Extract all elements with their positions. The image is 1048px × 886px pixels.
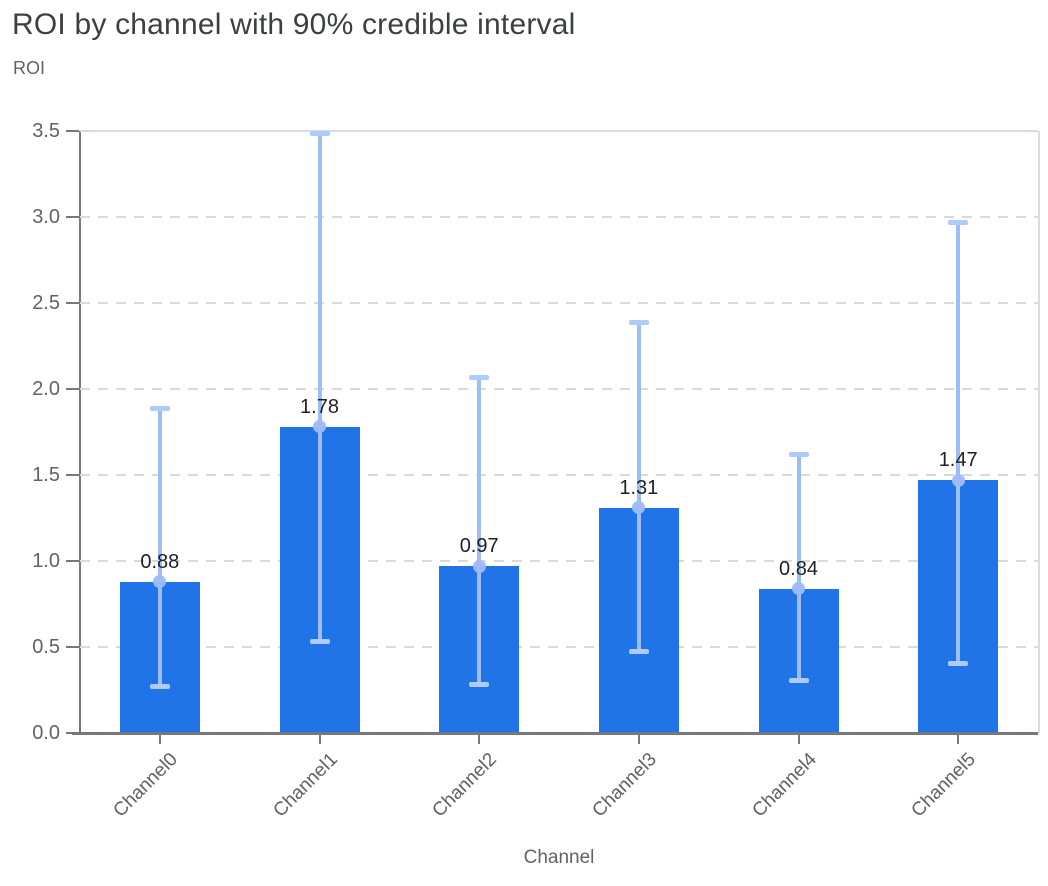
y-tick-label-0.5: 0.5: [32, 636, 60, 658]
value-label-Channel1: 1.78: [300, 395, 339, 418]
x-tick-label-Channel2: Channel2: [428, 749, 502, 822]
error-bar-cap-upper-Channel5: [948, 220, 969, 226]
error-bar-Channel0: [157, 407, 162, 687]
x-tick-mark-Channel5: [957, 735, 960, 744]
y-axis-line: [79, 131, 81, 733]
x-tick-mark-Channel4: [797, 735, 800, 744]
y-tick-label-2.5: 2.5: [32, 292, 60, 314]
gridline-3.5: [80, 130, 1038, 132]
x-tick-mark-Channel0: [158, 735, 161, 744]
chart-title: ROI by channel with 90% credible interva…: [12, 8, 576, 41]
error-bar-cap-upper-Channel2: [469, 374, 490, 380]
y-tick-mark-2.5: [66, 302, 79, 304]
value-label-Channel0: 0.88: [140, 550, 180, 573]
error-bar-cap-upper-Channel3: [628, 319, 649, 325]
error-bar-Channel5: [956, 222, 961, 665]
error-bar-cap-lower-Channel2: [469, 681, 490, 687]
y-tick-label-1.0: 1.0: [32, 550, 60, 572]
mean-dot-Channel1: [313, 420, 326, 434]
plot-area: 0.88 1.78 0.97 1.31 0.84 1.47: [80, 130, 1040, 733]
y-tick-label-0.0: 0.0: [32, 722, 60, 744]
value-label-Channel2: 0.97: [459, 535, 499, 558]
x-tick-mark-Channel1: [318, 735, 321, 744]
x-axis-line: [72, 732, 1038, 735]
y-tick-mark-0.0: [66, 732, 79, 734]
y-tick-label-1.5: 1.5: [32, 464, 60, 486]
y-axis-title: ROI: [13, 58, 46, 78]
gridline-1.5: [80, 474, 1038, 476]
error-bar-Channel3: [636, 321, 641, 653]
error-bar-cap-lower-Channel5: [948, 661, 969, 667]
y-tick-label-3.0: 3.0: [32, 206, 60, 228]
mean-dot-Channel4: [792, 582, 805, 596]
y-tick-mark-3.0: [66, 216, 79, 218]
y-tick-mark-1.5: [66, 474, 79, 476]
value-label-Channel4: 0.84: [779, 557, 818, 580]
y-tick-mark-2.0: [66, 388, 79, 390]
mean-dot-Channel3: [632, 501, 646, 515]
mean-dot-Channel0: [153, 575, 167, 589]
error-bar-Channel2: [477, 376, 482, 685]
x-tick-label-Channel0: Channel0: [109, 749, 182, 822]
error-bar-Channel1: [317, 132, 322, 642]
y-tick-mark-3.5: [66, 130, 79, 132]
x-tick-mark-Channel2: [478, 735, 481, 744]
x-tick-mark-Channel3: [637, 735, 640, 744]
error-bar-cap-upper-Channel1: [309, 130, 330, 136]
value-label-Channel5: 1.47: [938, 449, 978, 472]
x-tick-label-Channel1: Channel1: [268, 749, 342, 822]
x-tick-label-Channel5: Channel5: [907, 749, 981, 822]
value-label-Channel3: 1.31: [619, 476, 659, 499]
mean-dot-Channel5: [951, 473, 965, 487]
error-bar-Channel4: [796, 454, 801, 682]
gridline-3.0: [80, 216, 1038, 218]
error-bar-cap-upper-Channel0: [149, 405, 170, 411]
error-bar-cap-lower-Channel3: [628, 649, 649, 655]
x-tick-label-Channel3: Channel3: [588, 749, 661, 822]
mean-dot-Channel2: [472, 559, 486, 573]
y-tick-mark-0.5: [66, 646, 79, 648]
x-axis-title: Channel: [523, 847, 595, 868]
error-bar-cap-lower-Channel0: [149, 683, 170, 689]
gridline-1.0: [80, 560, 1038, 562]
y-tick-label-2.0: 2.0: [32, 378, 60, 400]
gridline-2.5: [80, 302, 1038, 304]
gridline-2.0: [80, 388, 1038, 390]
gridline-0.5: [80, 646, 1038, 648]
error-bar-cap-lower-Channel4: [788, 678, 809, 684]
x-tick-label-Channel4: Channel4: [747, 749, 821, 822]
error-bar-cap-upper-Channel4: [788, 452, 809, 458]
error-bar-cap-lower-Channel1: [309, 638, 330, 644]
y-tick-label-3.5: 3.5: [32, 120, 60, 142]
y-tick-mark-1.0: [66, 560, 79, 562]
